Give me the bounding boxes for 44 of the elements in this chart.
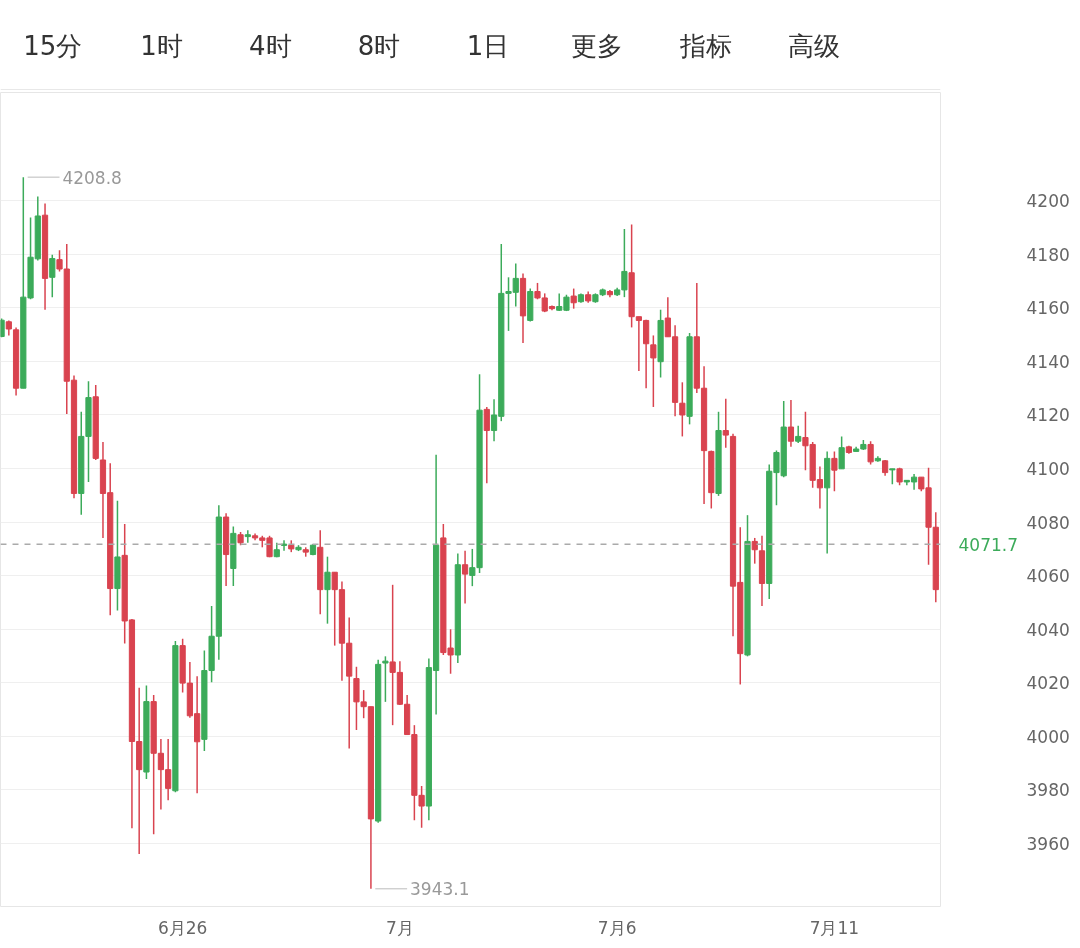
annotation: 4208.8 <box>62 167 122 188</box>
y-tick-label: 3960 <box>1026 834 1070 855</box>
text: 1日 <box>466 30 510 61</box>
ref-line-label: 4071.7 <box>958 534 1018 555</box>
x-tick-label: 7月11 <box>809 917 860 938</box>
y-tick-label: 4020 <box>1026 673 1070 694</box>
candlestick <box>679 381 686 438</box>
candlestick <box>382 655 389 703</box>
candlestick <box>49 254 56 298</box>
y-tick-label: 4060 <box>1026 566 1070 587</box>
y-tick-label: 4140 <box>1026 351 1070 372</box>
candlestick <box>570 287 577 310</box>
y-tick-label: 4160 <box>1026 298 1070 319</box>
x-tick-label: 7月 <box>385 917 414 938</box>
candlestick <box>722 397 729 449</box>
candlestick <box>838 435 845 470</box>
candlestick <box>751 537 758 565</box>
y-tick-label: 4000 <box>1026 726 1070 747</box>
x-tick-label: 7月6 <box>597 917 637 938</box>
annotation: 3943.1 <box>410 879 470 900</box>
y-tick-label: 3980 <box>1026 780 1070 801</box>
candlestick <box>831 450 838 493</box>
candlestick <box>650 334 657 408</box>
candlestick <box>461 550 469 605</box>
candlestick <box>787 399 795 448</box>
text: 高级 <box>788 30 841 61</box>
text: 4时 <box>249 30 292 61</box>
y-tick-label: 4100 <box>1026 459 1070 480</box>
text: 15分 <box>23 30 83 61</box>
candlestick <box>483 406 490 485</box>
text: 8时 <box>357 30 401 61</box>
x-tick-label: 6月26 <box>157 917 208 938</box>
y-tick-label: 4040 <box>1026 619 1070 640</box>
text: 指标 <box>678 30 732 61</box>
text: 1时 <box>140 30 183 61</box>
candlestick <box>324 555 331 625</box>
y-tick-label: 4200 <box>1026 191 1070 212</box>
candlestick <box>280 539 288 552</box>
candlestick <box>244 529 251 544</box>
y-tick-label: 4180 <box>1026 244 1070 265</box>
y-tick-label: 4080 <box>1026 512 1070 533</box>
candlestick <box>867 440 874 466</box>
text: 更多 <box>570 30 623 61</box>
y-tick-label: 4120 <box>1026 405 1070 426</box>
